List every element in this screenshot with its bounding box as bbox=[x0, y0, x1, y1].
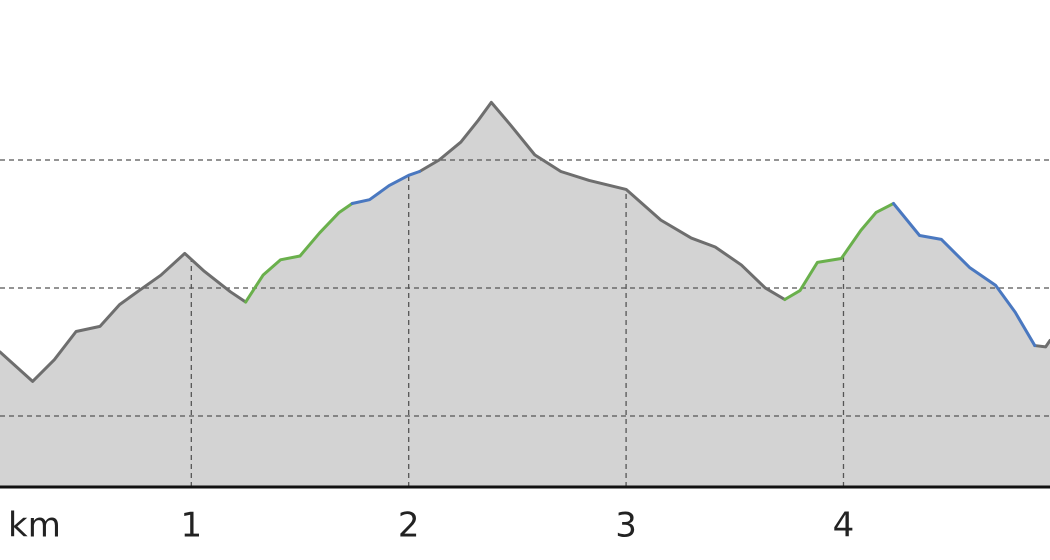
x-tick-label: 2 bbox=[398, 506, 420, 546]
profile-line bbox=[244, 202, 895, 304]
profile-line bbox=[0, 100, 1050, 383]
x-axis-label: km bbox=[8, 506, 61, 546]
x-tick-label: 1 bbox=[180, 506, 202, 546]
area bbox=[0, 102, 1050, 487]
x-tick-label: 4 bbox=[833, 506, 855, 546]
profile-line bbox=[350, 170, 1037, 348]
x-tick-label: 3 bbox=[615, 506, 637, 546]
